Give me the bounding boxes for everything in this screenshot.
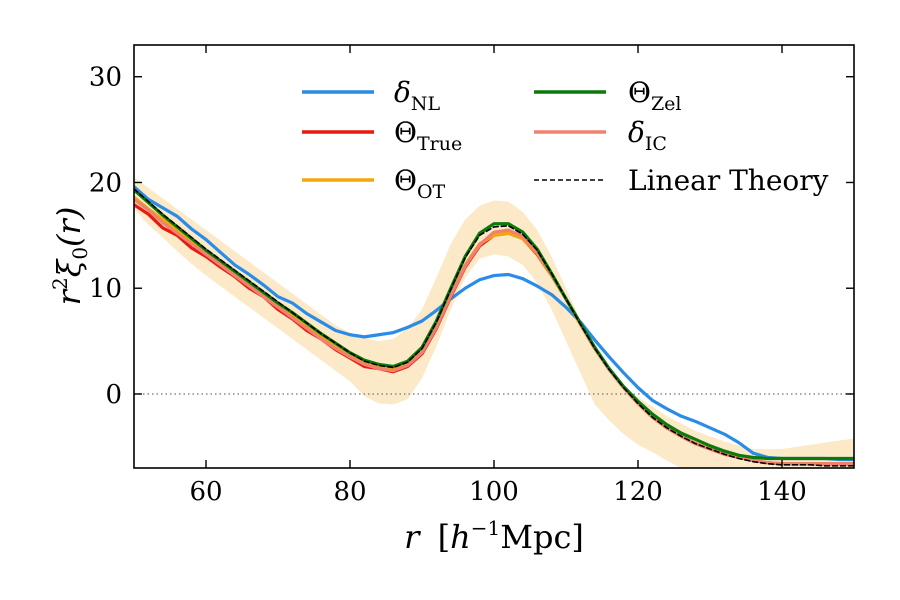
series-line-linear-theory [134,188,854,467]
series-line--zel [134,188,854,461]
axes-layer: 60 80 100 120 140 0 10 20 30 [89,44,855,507]
plot-layer [134,177,854,468]
x-tick-label: 120 [613,477,663,507]
y-tick-label: 10 [89,274,122,304]
scatter-band [134,177,854,468]
legend-entry: Linear Theory [534,164,829,197]
x-tick-label: 100 [469,477,519,507]
y-tick-label: 0 [105,380,122,410]
y-tick-label: 30 [89,63,122,93]
legend-entry: δNL [302,76,440,115]
legend-entry: ΘZel [534,76,682,115]
legend-entry: ΘTrue [302,116,462,155]
legend-label: δIC [628,116,667,155]
y-axis-label: r2ξ0(r) [48,207,92,306]
legend-label: ΘTrue [394,116,462,155]
x-tick-label: 60 [189,477,222,507]
plot-frame [133,44,855,469]
legend-entry: ΘOT [302,164,446,203]
legend-label: ΘOT [394,164,446,203]
legend-entry: δIC [534,116,667,155]
legend-label: ΘZel [628,76,682,115]
series-line--nl [134,185,854,462]
x-tick-label: 140 [757,477,807,507]
x-axis-label: r [h−1Mpc] [404,516,584,556]
y-tick-label: 20 [89,168,122,198]
x-tick-label: 80 [333,477,366,507]
legend-label: Linear Theory [628,164,829,197]
legend-label: δNL [394,76,440,115]
